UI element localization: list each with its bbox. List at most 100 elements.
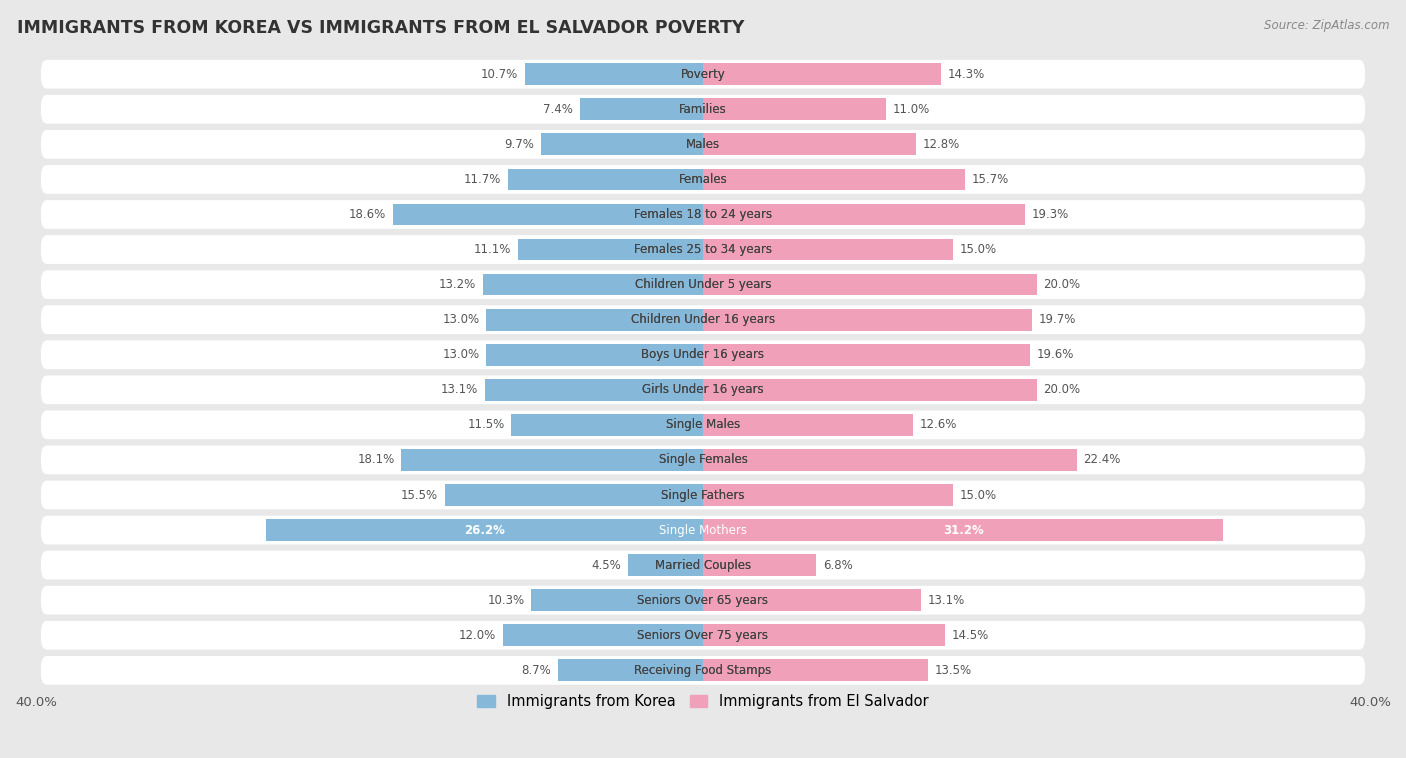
Bar <box>703 659 928 681</box>
Text: Girls Under 16 years: Girls Under 16 years <box>643 384 763 396</box>
Text: 7.4%: 7.4% <box>543 103 572 116</box>
Bar <box>628 554 703 576</box>
Text: Boys Under 16 years: Boys Under 16 years <box>641 348 765 362</box>
Text: Females: Females <box>679 173 727 186</box>
FancyBboxPatch shape <box>41 200 1365 229</box>
FancyBboxPatch shape <box>41 271 1365 299</box>
FancyBboxPatch shape <box>41 95 1365 124</box>
Text: 13.2%: 13.2% <box>439 278 477 291</box>
Text: 15.7%: 15.7% <box>972 173 1008 186</box>
Text: 31.2%: 31.2% <box>943 524 984 537</box>
Bar <box>444 484 703 506</box>
Text: 12.0%: 12.0% <box>458 629 496 642</box>
Bar <box>486 309 703 330</box>
Text: Seniors Over 65 years: Seniors Over 65 years <box>637 594 769 606</box>
Text: Females: Females <box>679 173 727 186</box>
Text: Seniors Over 65 years: Seniors Over 65 years <box>637 594 769 606</box>
FancyBboxPatch shape <box>41 551 1365 580</box>
Bar <box>703 99 886 121</box>
Text: 20.0%: 20.0% <box>1043 278 1080 291</box>
Text: Children Under 5 years: Children Under 5 years <box>634 278 772 291</box>
Text: Married Couples: Married Couples <box>655 559 751 572</box>
Text: Children Under 16 years: Children Under 16 years <box>631 313 775 326</box>
Text: Males: Males <box>686 138 720 151</box>
Text: IMMIGRANTS FROM KOREA VS IMMIGRANTS FROM EL SALVADOR POVERTY: IMMIGRANTS FROM KOREA VS IMMIGRANTS FROM… <box>17 19 744 37</box>
Bar <box>703 133 917 155</box>
FancyBboxPatch shape <box>41 235 1365 264</box>
Text: 13.1%: 13.1% <box>440 384 478 396</box>
Bar <box>703 64 942 85</box>
FancyBboxPatch shape <box>41 411 1365 439</box>
Bar <box>401 449 703 471</box>
Text: Girls Under 16 years: Girls Under 16 years <box>643 384 763 396</box>
Text: Seniors Over 75 years: Seniors Over 75 years <box>637 629 769 642</box>
FancyBboxPatch shape <box>41 446 1365 475</box>
Bar <box>703 484 953 506</box>
FancyBboxPatch shape <box>41 621 1365 650</box>
Text: 6.8%: 6.8% <box>823 559 853 572</box>
Bar <box>703 379 1036 401</box>
Text: Receiving Food Stamps: Receiving Food Stamps <box>634 664 772 677</box>
Text: 18.1%: 18.1% <box>357 453 395 466</box>
Bar <box>703 204 1025 225</box>
FancyBboxPatch shape <box>41 375 1365 404</box>
Text: Males: Males <box>686 138 720 151</box>
Text: 9.7%: 9.7% <box>505 138 534 151</box>
Text: 22.4%: 22.4% <box>1083 453 1121 466</box>
Bar <box>703 239 953 261</box>
Text: 19.6%: 19.6% <box>1036 348 1074 362</box>
Text: 11.7%: 11.7% <box>464 173 501 186</box>
Text: Females 18 to 24 years: Females 18 to 24 years <box>634 208 772 221</box>
FancyBboxPatch shape <box>41 656 1365 684</box>
Text: Single Mothers: Single Mothers <box>659 524 747 537</box>
Text: Females 25 to 34 years: Females 25 to 34 years <box>634 243 772 256</box>
Bar <box>508 168 703 190</box>
Text: Single Fathers: Single Fathers <box>661 488 745 502</box>
Text: 10.7%: 10.7% <box>481 67 517 80</box>
Text: 15.0%: 15.0% <box>960 243 997 256</box>
Bar <box>703 554 817 576</box>
Text: Married Couples: Married Couples <box>655 559 751 572</box>
Text: 15.0%: 15.0% <box>960 488 997 502</box>
Text: 15.5%: 15.5% <box>401 488 437 502</box>
Text: Children Under 5 years: Children Under 5 years <box>634 278 772 291</box>
Text: Females 18 to 24 years: Females 18 to 24 years <box>634 208 772 221</box>
Text: Poverty: Poverty <box>681 67 725 80</box>
Text: 26.2%: 26.2% <box>464 524 505 537</box>
Text: Single Females: Single Females <box>658 453 748 466</box>
Legend: Immigrants from Korea, Immigrants from El Salvador: Immigrants from Korea, Immigrants from E… <box>471 688 935 716</box>
Text: 13.5%: 13.5% <box>935 664 972 677</box>
Text: 11.5%: 11.5% <box>467 418 505 431</box>
Bar <box>486 344 703 365</box>
Bar <box>392 204 703 225</box>
Bar <box>503 625 703 646</box>
Text: 13.1%: 13.1% <box>928 594 966 606</box>
Bar <box>579 99 703 121</box>
Text: 13.0%: 13.0% <box>443 313 479 326</box>
FancyBboxPatch shape <box>41 586 1365 615</box>
FancyBboxPatch shape <box>41 305 1365 334</box>
FancyBboxPatch shape <box>41 515 1365 544</box>
Text: 12.8%: 12.8% <box>924 138 960 151</box>
Text: 11.1%: 11.1% <box>474 243 512 256</box>
Text: 4.5%: 4.5% <box>592 559 621 572</box>
Text: Single Females: Single Females <box>658 453 748 466</box>
Bar <box>703 519 1223 541</box>
Bar <box>703 344 1029 365</box>
FancyBboxPatch shape <box>41 340 1365 369</box>
Text: Single Fathers: Single Fathers <box>661 488 745 502</box>
Text: 20.0%: 20.0% <box>1043 384 1080 396</box>
FancyBboxPatch shape <box>41 481 1365 509</box>
Text: Single Males: Single Males <box>666 418 740 431</box>
Bar <box>703 625 945 646</box>
Bar <box>266 519 703 541</box>
Bar <box>703 414 912 436</box>
Bar <box>703 274 1036 296</box>
Text: Poverty: Poverty <box>681 67 725 80</box>
Text: 14.5%: 14.5% <box>952 629 988 642</box>
Text: 11.0%: 11.0% <box>893 103 931 116</box>
FancyBboxPatch shape <box>41 60 1365 89</box>
Bar <box>512 414 703 436</box>
Bar <box>703 449 1077 471</box>
Bar <box>703 168 965 190</box>
